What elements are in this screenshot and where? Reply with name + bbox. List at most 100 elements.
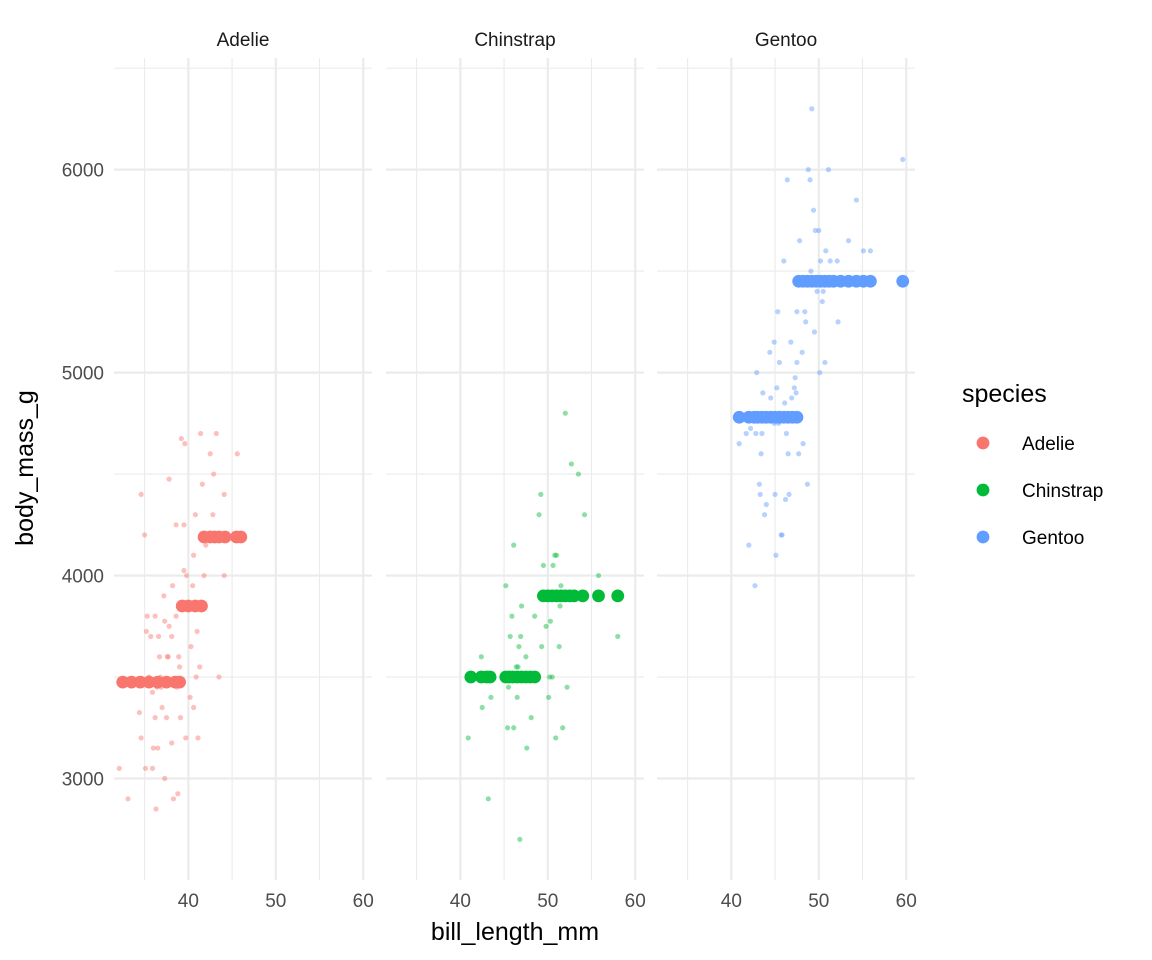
raw-data-point <box>811 329 818 335</box>
raw-data-point <box>213 430 219 437</box>
summary-data-point <box>611 589 625 603</box>
summary-data-point <box>125 675 138 689</box>
raw-data-point <box>812 227 818 234</box>
y-tick-label: 3000 <box>62 770 104 791</box>
raw-data-point <box>543 623 549 629</box>
y-axis-title: body_mass_g <box>11 390 39 546</box>
raw-data-point <box>786 491 792 497</box>
raw-data-point <box>165 654 171 660</box>
raw-data-point <box>560 725 566 731</box>
raw-data-point <box>156 654 163 660</box>
legend-key-chinstrap <box>976 483 990 497</box>
summary-data-point <box>576 589 590 603</box>
raw-data-point <box>773 552 779 558</box>
raw-data-point <box>743 430 749 437</box>
raw-data-point <box>805 167 811 173</box>
x-tick-label: 50 <box>265 891 286 912</box>
raw-data-point <box>485 796 491 802</box>
y-axis-ticks: 3000 4000 5000 6000 <box>62 161 104 791</box>
raw-data-point <box>825 167 832 173</box>
x-tick-label: 40 <box>178 891 199 912</box>
x-tick-label: 40 <box>450 891 471 912</box>
raw-data-point <box>479 704 485 711</box>
raw-data-point <box>516 643 522 650</box>
raw-data-point <box>819 298 825 305</box>
raw-data-point <box>756 481 762 487</box>
raw-data-point <box>803 319 809 325</box>
raw-data-point <box>581 512 588 518</box>
raw-data-point <box>802 309 808 315</box>
raw-data-point <box>820 288 826 295</box>
raw-data-point <box>509 613 515 619</box>
raw-data-point <box>553 552 560 558</box>
raw-data-point <box>538 491 544 497</box>
raw-data-point <box>796 451 802 457</box>
raw-data-point <box>513 664 519 670</box>
raw-data-point <box>197 664 203 670</box>
raw-data-point <box>159 704 165 711</box>
raw-data-point <box>783 430 790 437</box>
raw-data-point <box>166 476 172 482</box>
raw-data-point <box>116 765 122 771</box>
raw-data-point <box>162 775 168 782</box>
raw-data-point <box>183 572 190 579</box>
x-tick-label: 40 <box>721 891 742 912</box>
raw-data-point <box>511 725 517 731</box>
raw-data-point <box>546 674 553 680</box>
raw-data-point <box>595 572 602 579</box>
raw-data-point <box>867 248 873 254</box>
summary-data-point <box>863 274 877 288</box>
raw-data-point <box>136 709 142 716</box>
raw-data-point <box>768 395 774 401</box>
summary-data-point <box>218 530 232 544</box>
raw-data-point <box>782 400 788 406</box>
summary-data-point <box>528 670 542 684</box>
raw-data-point <box>152 613 158 619</box>
facet-strip-label: Adelie <box>217 30 270 51</box>
raw-data-point <box>176 664 183 670</box>
raw-data-point <box>166 623 172 629</box>
raw-data-point <box>788 339 794 345</box>
raw-data-point <box>164 654 170 660</box>
raw-data-point <box>539 643 545 650</box>
raw-data-point <box>197 430 204 437</box>
raw-data-point <box>615 633 621 640</box>
facet-panel-adelie: Adelie 40 50 60 <box>114 30 374 912</box>
raw-data-point <box>822 359 828 366</box>
legend-label: Chinstrap <box>1022 481 1103 502</box>
raw-data-point <box>549 674 555 680</box>
raw-data-point <box>754 369 760 376</box>
raw-data-point <box>791 385 797 391</box>
x-tick-label: 60 <box>625 891 646 912</box>
raw-data-point <box>814 288 820 295</box>
facet-panel-chinstrap: Chinstrap 40 50 60 <box>386 30 646 912</box>
raw-data-point <box>210 512 216 518</box>
raw-data-point <box>523 654 529 660</box>
summary-data-point <box>160 675 173 689</box>
raw-data-point <box>809 106 815 112</box>
raw-data-point <box>221 491 227 497</box>
raw-data-point <box>785 451 791 457</box>
raw-data-point <box>760 390 766 396</box>
raw-data-point <box>211 471 217 477</box>
raw-data-point <box>553 735 559 741</box>
summary-data-point <box>116 675 130 689</box>
raw-data-point <box>793 390 799 396</box>
raw-data-point <box>796 238 803 244</box>
facet-strip-label: Chinstrap <box>474 30 555 51</box>
raw-data-point <box>536 512 542 518</box>
raw-data-point <box>524 745 530 751</box>
facet-panel-gentoo: Gentoo 40 50 60 <box>657 30 917 912</box>
raw-data-point <box>201 572 207 579</box>
raw-data-point <box>156 633 162 640</box>
raw-data-point <box>767 349 773 355</box>
raw-data-point <box>778 532 784 538</box>
raw-data-point <box>175 791 181 797</box>
raw-data-point <box>515 664 521 670</box>
raw-data-point <box>823 248 829 254</box>
raw-data-point <box>746 542 752 548</box>
raw-data-point <box>789 395 795 401</box>
raw-data-point <box>532 613 538 619</box>
x-tick-label: 60 <box>353 891 374 912</box>
summary-data-point <box>142 675 156 689</box>
